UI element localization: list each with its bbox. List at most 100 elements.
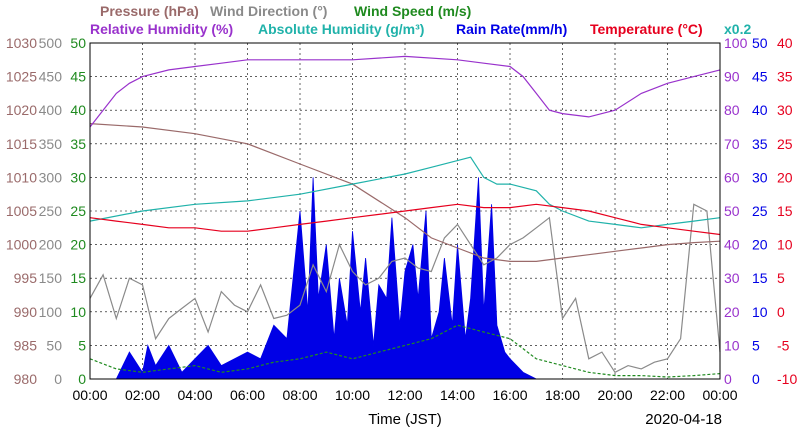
- temperature-line: [89, 203, 721, 236]
- wind-speed-tick-label: 30: [70, 169, 86, 185]
- wind-speed-tick-label: 10: [70, 304, 86, 320]
- legend-absolute-humidity: Absolute Humidity (g/m³): [258, 21, 424, 37]
- temperature-tick-label: 20: [777, 169, 793, 185]
- rain-rate-tick-label: 5: [752, 337, 760, 353]
- pressure-tick-label: 1030: [6, 35, 37, 51]
- wind-direction-tick-label: 50: [46, 337, 62, 353]
- pressure-tick-label: 990: [14, 304, 38, 320]
- rain-rate-tick-label: 45: [752, 69, 768, 85]
- temperature-tick-label: 25: [777, 136, 793, 152]
- wind-direction-tick-label: 0: [54, 371, 62, 387]
- x-tick-label: 02:00: [125, 387, 160, 403]
- temperature-tick-label: 10: [777, 237, 793, 253]
- scale-note: x0.2: [724, 21, 751, 37]
- legend-temperature: Temperature (°C): [590, 21, 703, 37]
- relative-humidity-tick-label: 40: [724, 237, 740, 253]
- x-tick-label: 04:00: [177, 387, 212, 403]
- relative-humidity-line: [89, 55, 721, 128]
- x-tick-label: 16:00: [492, 387, 527, 403]
- relative-humidity-tick-label: 90: [724, 69, 740, 85]
- x-tick-label: 08:00: [282, 387, 317, 403]
- legend-pressure: Pressure (hPa): [100, 3, 199, 19]
- rain-rate-tick-label: 30: [752, 169, 768, 185]
- pressure-tick-label: 1000: [6, 237, 37, 253]
- y-axes: 1030102510201015101010051000995990985980…: [6, 35, 798, 387]
- relative-humidity-tick-label: 0: [724, 371, 732, 387]
- temperature-tick-label: -10: [777, 371, 797, 387]
- wind-direction-tick-label: 250: [39, 203, 63, 219]
- rain-rate-tick-label: 0: [752, 371, 760, 387]
- x-tick-label: 06:00: [230, 387, 265, 403]
- rain-rate-tick-label: 20: [752, 237, 768, 253]
- relative-humidity-tick-label: 50: [724, 203, 740, 219]
- wind-direction-tick-label: 300: [39, 169, 63, 185]
- wind-speed-tick-label: 20: [70, 237, 86, 253]
- pressure-tick-label: 1015: [6, 136, 37, 152]
- plot-area: [89, 55, 721, 380]
- rain-rate-area: [90, 177, 537, 380]
- wind-direction-tick-label: 200: [39, 237, 63, 253]
- temperature-tick-label: -5: [777, 337, 790, 353]
- x-tick-label: 22:00: [650, 387, 685, 403]
- absolute-humidity-line: [89, 156, 721, 229]
- wind-speed-tick-label: 40: [70, 102, 86, 118]
- rain-rate-tick-label: 40: [752, 102, 768, 118]
- pressure-tick-label: 1025: [6, 69, 37, 85]
- x-tick-label: 00:00: [702, 387, 737, 403]
- plot-frame: [89, 42, 721, 380]
- x-tick-label: 18:00: [545, 387, 580, 403]
- pressure-tick-label: 1010: [6, 169, 37, 185]
- pressure-tick-label: 980: [14, 371, 38, 387]
- wind-speed-tick-label: 0: [78, 371, 86, 387]
- relative-humidity-tick-label: 30: [724, 270, 740, 286]
- wind-direction-line: [89, 203, 721, 374]
- rain-rate-tick-label: 10: [752, 304, 768, 320]
- legend-wind-speed: Wind Speed (m/s): [354, 3, 471, 19]
- x-axis-label: Time (JST): [368, 411, 442, 428]
- x-tick-label: 20:00: [597, 387, 632, 403]
- pressure-line: [89, 123, 721, 262]
- rain-rate-tick-label: 15: [752, 270, 768, 286]
- pressure-tick-label: 985: [14, 337, 38, 353]
- wind-speed-tick-label: 35: [70, 136, 86, 152]
- temperature-tick-label: 15: [777, 203, 793, 219]
- temperature-tick-label: 30: [777, 102, 793, 118]
- wind-speed-tick-label: 5: [78, 337, 86, 353]
- rain-rate-tick-label: 35: [752, 136, 768, 152]
- wind-speed-tick-label: 45: [70, 69, 86, 85]
- x-tick-label: 12:00: [387, 387, 422, 403]
- temperature-tick-label: 35: [777, 69, 793, 85]
- pressure-tick-label: 995: [14, 270, 38, 286]
- relative-humidity-tick-label: 20: [724, 304, 740, 320]
- legend: Pressure (hPa) Wind Direction (°) Wind S…: [90, 3, 751, 37]
- wind-direction-tick-label: 150: [39, 270, 63, 286]
- wind-direction-tick-label: 100: [39, 304, 63, 320]
- x-tick-label: 10:00: [335, 387, 370, 403]
- wind-direction-tick-label: 500: [39, 35, 63, 51]
- wind-speed-tick-label: 50: [70, 35, 86, 51]
- relative-humidity-tick-label: 70: [724, 136, 740, 152]
- relative-humidity-tick-label: 10: [724, 337, 740, 353]
- wind-speed-line: [89, 324, 721, 378]
- rain-rate-tick-label: 25: [752, 203, 768, 219]
- temperature-tick-label: 40: [777, 35, 793, 51]
- wind-direction-tick-label: 400: [39, 102, 63, 118]
- temperature-tick-label: 5: [777, 270, 785, 286]
- pressure-tick-label: 1005: [6, 203, 37, 219]
- relative-humidity-tick-label: 80: [724, 102, 740, 118]
- wind-speed-tick-label: 15: [70, 270, 86, 286]
- rain-rate-tick-label: 50: [752, 35, 768, 51]
- x-tick-label: 14:00: [440, 387, 475, 403]
- pressure-tick-label: 1020: [6, 102, 37, 118]
- legend-relative-humidity: Relative Humidity (%): [90, 21, 233, 37]
- x-tick-label: 00:00: [72, 387, 107, 403]
- temperature-tick-label: 0: [777, 304, 785, 320]
- date-label: 2020-04-18: [645, 411, 722, 428]
- relative-humidity-tick-label: 100: [724, 35, 748, 51]
- wind-speed-tick-label: 25: [70, 203, 86, 219]
- legend-rain-rate: Rain Rate(mm/h): [456, 21, 567, 37]
- x-axis: 00:00 02:00 04:00 06:00 08:00 10:00 12:00 14:00…: [72, 387, 737, 403]
- wind-direction-tick-label: 350: [39, 136, 63, 152]
- wind-direction-tick-label: 450: [39, 69, 63, 85]
